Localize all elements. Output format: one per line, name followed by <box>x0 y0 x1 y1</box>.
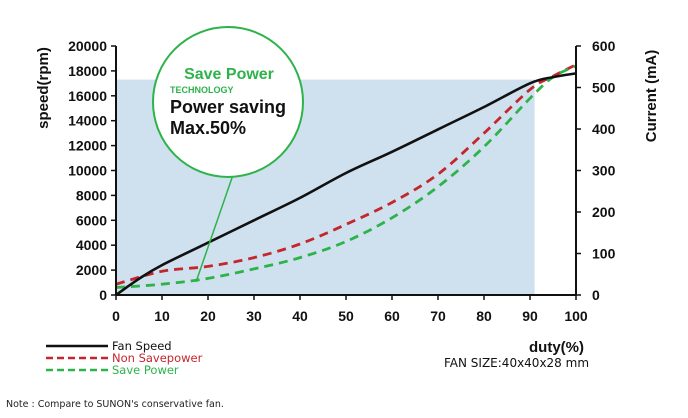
y-right-tick-label: 600 <box>592 38 616 54</box>
y-left-tick-label: 0 <box>99 287 107 303</box>
x-tick-label: 50 <box>338 308 354 324</box>
y-right-tick-label: 0 <box>592 287 600 303</box>
x-tick-label: 70 <box>430 308 446 324</box>
x-tick-label: 80 <box>476 308 492 324</box>
y-right-tick-label: 400 <box>592 121 616 137</box>
y-axis-right-title: Current (mA) <box>643 50 660 143</box>
save-power-badge: Save Power TECHNOLOGY Power saving Max.5… <box>152 26 304 283</box>
series-line-fan-speed <box>115 72 577 297</box>
y-left-tick-label: 12000 <box>68 138 107 154</box>
x-tick-label: 90 <box>522 308 538 324</box>
y-left-tick-label: 6000 <box>76 212 107 228</box>
x-tick-label: 40 <box>292 308 308 324</box>
badge-circle <box>152 26 304 178</box>
y-left-tick-label: 8000 <box>76 187 107 203</box>
x-tick-label: 60 <box>384 308 400 324</box>
y-right-tick-label: 200 <box>592 204 616 220</box>
y-right-tick-label: 500 <box>592 80 616 96</box>
y-left-tick-label: 2000 <box>76 262 107 278</box>
x-tick-label: 0 <box>112 308 120 324</box>
x-tick-label: 30 <box>246 308 262 324</box>
y-right-tick-label: 100 <box>592 246 616 262</box>
y-left-tick-label: 20000 <box>68 38 107 54</box>
y-right-tick-label: 300 <box>592 163 616 179</box>
badge-title: Save Power <box>184 66 274 83</box>
y-left-tick-label: 14000 <box>68 113 107 129</box>
badge-pointer-line <box>195 171 235 283</box>
series-line-non-savepower <box>115 63 577 286</box>
legend: Fan Speed Non Savepower Save Power <box>46 339 203 377</box>
series-line-save-power <box>115 64 577 289</box>
legend-label-fan-speed: Fan Speed <box>112 339 172 353</box>
badge-subtitle: TECHNOLOGY <box>170 85 234 95</box>
y-left-tick-label: 10000 <box>68 163 107 179</box>
fan-size-label: FAN SIZE:40x40x28 mm <box>444 356 590 370</box>
y-left-tick-label: 16000 <box>68 88 107 104</box>
x-axis-title: duty(%) <box>529 339 584 356</box>
badge-line-1: Power saving <box>170 97 286 117</box>
y-left-tick-label: 4000 <box>76 237 107 253</box>
legend-label-save-power: Save Power <box>112 363 179 377</box>
y-axis-left-title: speed(rpm) <box>35 47 52 129</box>
badge-line-2: Max.50% <box>170 118 246 138</box>
x-tick-label: 100 <box>564 308 588 324</box>
footnote: Note : Compare to SUNON's conservative f… <box>6 399 224 410</box>
legend-label-non-savepower: Non Savepower <box>112 351 203 365</box>
x-tick-label: 10 <box>154 308 170 324</box>
x-tick-label: 20 <box>200 308 216 324</box>
y-left-tick-label: 18000 <box>68 63 107 79</box>
